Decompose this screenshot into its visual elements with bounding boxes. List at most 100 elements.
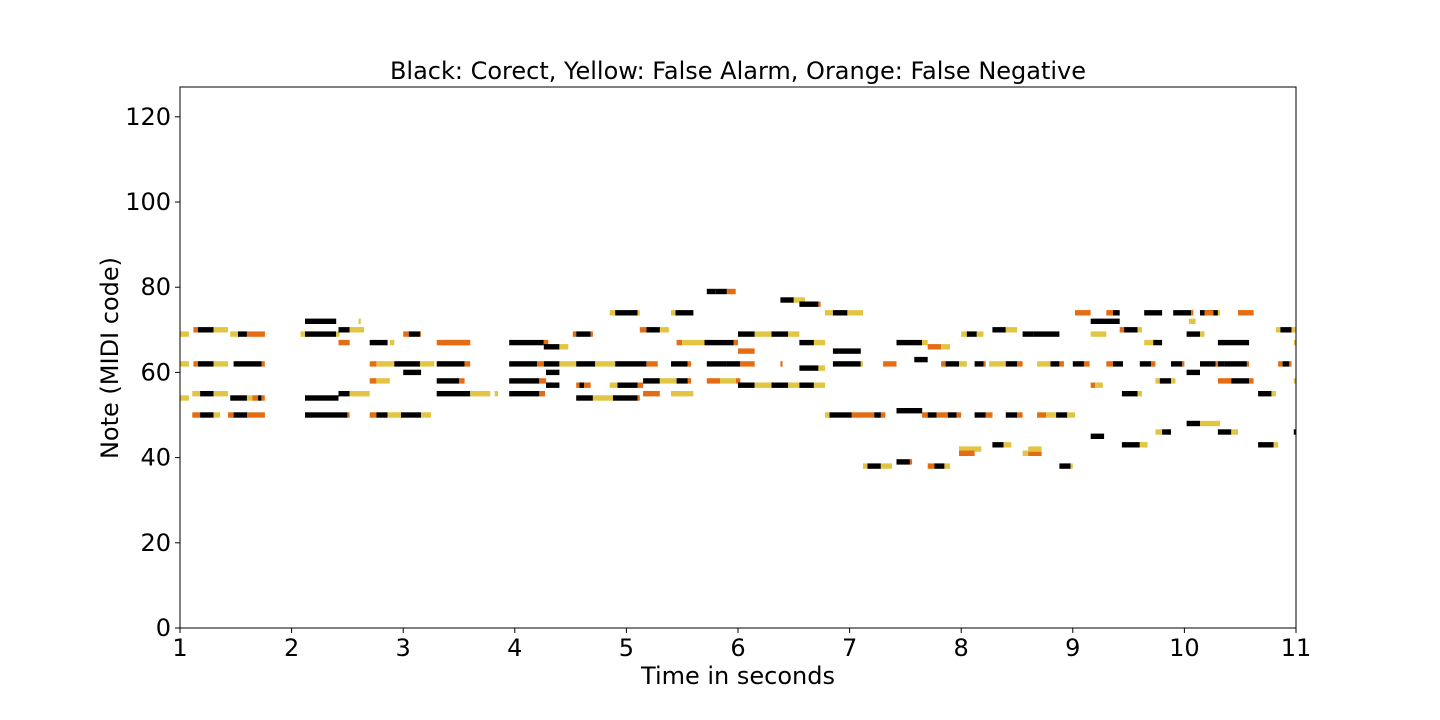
note-segment-correct [780, 297, 794, 303]
note-segment-correct [1121, 442, 1140, 448]
y-tick-label: 40 [140, 444, 171, 472]
note-segment-correct [509, 391, 540, 397]
x-tick-label: 2 [284, 634, 299, 662]
note-segment-false-negative [464, 361, 471, 367]
note-segment-false-alarm [387, 412, 401, 418]
note-segment-correct [543, 361, 560, 367]
note-segment-false-negative [936, 412, 948, 418]
note-segment-false-alarm [944, 463, 951, 469]
note-segment-false-alarm [349, 391, 370, 397]
note-segment-correct [1139, 361, 1151, 367]
note-segment-correct [1217, 429, 1232, 435]
note-segment-false-negative [639, 327, 647, 333]
note-segment-false-alarm [941, 344, 950, 350]
note-segment-false-negative [247, 412, 265, 418]
note-segment-correct [832, 348, 861, 354]
note-segment-false-alarm [1022, 450, 1029, 456]
note-segment-false-alarm [671, 310, 676, 316]
note-segment-false-negative [922, 412, 928, 418]
note-segment-correct [197, 327, 214, 333]
note-segment-false-negative [442, 339, 471, 346]
y-axis: 0 20 40 60 80 100 120 [125, 103, 180, 642]
note-segments [180, 288, 1296, 469]
note-segment-false-negative [927, 463, 935, 469]
note-segment-false-alarm [813, 339, 826, 346]
note-segment-false-alarm [592, 395, 613, 401]
note-segment-correct [197, 361, 214, 367]
note-segment-false-alarm [825, 412, 830, 418]
note-segment-correct [966, 331, 977, 337]
note-segment-false-negative [539, 378, 547, 384]
note-segment-false-negative [261, 361, 265, 367]
note-segment-false-negative [252, 395, 259, 401]
note-segment-correct [1153, 339, 1163, 346]
y-tick-label: 120 [125, 103, 171, 131]
note-segment-correct [715, 288, 727, 295]
note-segment-correct [615, 310, 638, 316]
note-segment-correct [832, 310, 848, 316]
note-segment-correct [1005, 361, 1017, 367]
note-segment-false-alarm [213, 327, 228, 333]
note-segment-false-alarm [880, 463, 892, 469]
note-segment-false-alarm [754, 382, 772, 388]
note-segment-correct [896, 339, 923, 346]
note-segment-correct [230, 395, 247, 401]
note-segment-false-alarm [180, 395, 189, 401]
note-segment-false-alarm [974, 446, 982, 452]
note-segment-false-negative [983, 361, 986, 367]
note-segment-false-negative [738, 348, 755, 354]
note-segment-false-alarm [1137, 391, 1142, 397]
note-segment-correct [704, 339, 734, 346]
note-segment-correct [1217, 339, 1250, 346]
note-segment-correct [874, 412, 881, 418]
note-segment-correct [200, 412, 214, 418]
note-segment-correct [338, 327, 350, 333]
note-segment-false-negative [1278, 361, 1283, 367]
note-segment-false-alarm [847, 310, 863, 316]
note-segment-false-alarm [1067, 412, 1075, 418]
note-segment-correct [305, 318, 337, 324]
note-segment-correct [1200, 361, 1216, 367]
note-segment-false-negative [403, 331, 409, 337]
note-segment-false-negative [459, 378, 465, 384]
note-segment-false-alarm [659, 327, 669, 333]
note-segment-correct [436, 361, 465, 367]
note-segment-correct [1282, 361, 1290, 367]
note-segment-false-negative [985, 412, 993, 418]
note-segment-correct [799, 301, 819, 307]
note-segment-false-alarm [1005, 327, 1017, 333]
note-segment-correct [1186, 420, 1200, 427]
note-segment-false-alarm [659, 378, 677, 384]
note-segment-correct [233, 412, 247, 418]
note-segment-correct [992, 442, 1004, 448]
note-segment-false-alarm [247, 395, 253, 401]
y-tick-label: 20 [140, 529, 171, 557]
y-tick-label: 80 [140, 273, 171, 301]
note-segment-correct [509, 378, 540, 384]
note-segment-correct [896, 408, 923, 414]
note-segment-false-negative [1017, 361, 1023, 367]
note-segment-correct [576, 361, 596, 367]
note-segment-correct [1033, 331, 1060, 337]
note-segment-correct [1121, 391, 1138, 397]
y-tick-label: 100 [125, 188, 171, 216]
note-segment-correct [934, 463, 945, 469]
note-segment-correct [1173, 310, 1192, 316]
note-segment-false-negative [956, 412, 962, 418]
note-segment-correct [671, 361, 688, 367]
note-segment-correct [615, 361, 647, 367]
note-segment-false-alarm [1217, 310, 1221, 316]
note-segment-false-negative [584, 382, 591, 388]
note-segment-false-alarm [961, 331, 967, 337]
note-segment-false-negative [1075, 310, 1091, 316]
note-segment-false-negative [818, 301, 821, 307]
note-segment-correct [738, 331, 755, 337]
note-segment-false-alarm [671, 391, 694, 397]
note-segment-correct [576, 395, 593, 401]
note-segment-correct [974, 361, 984, 367]
note-segment-false-negative [643, 391, 660, 397]
note-segment-false-alarm [1231, 429, 1238, 435]
note-segment-false-alarm [559, 344, 569, 350]
note-segment-false-alarm [825, 310, 833, 316]
